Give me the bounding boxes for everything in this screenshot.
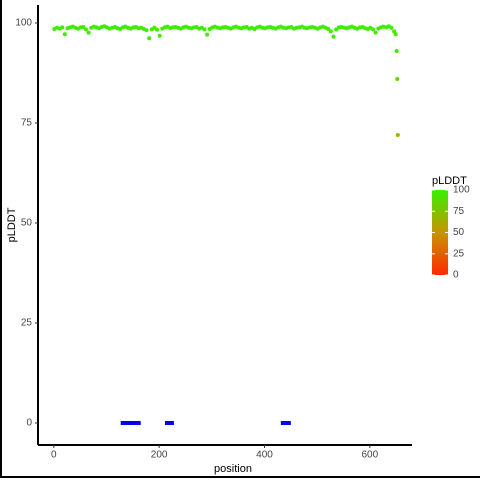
point	[326, 27, 331, 31]
segment	[280, 421, 291, 425]
x-tick-label: 0	[51, 450, 57, 461]
point	[205, 32, 210, 37]
point	[155, 27, 160, 32]
point	[157, 33, 162, 38]
y-tick-label: 100	[15, 18, 32, 29]
colorbar-tick-label: 0	[453, 270, 459, 281]
x-tick-label: 400	[256, 450, 273, 461]
x-tick-label: 200	[151, 450, 168, 461]
point	[394, 49, 399, 53]
segment	[164, 421, 174, 425]
point	[328, 29, 333, 34]
segment	[120, 421, 141, 425]
point	[393, 32, 398, 37]
colorbar-title: pLDDT	[432, 175, 467, 187]
point	[147, 36, 152, 41]
y-axis-title: pLDDT	[6, 207, 18, 242]
point	[86, 30, 91, 35]
colorbar-tick-label: 100	[453, 185, 470, 196]
point	[395, 77, 400, 81]
y-tick-label: 75	[21, 118, 33, 129]
point	[371, 27, 376, 32]
point	[83, 27, 88, 32]
point	[395, 133, 400, 137]
point	[62, 32, 67, 37]
point	[60, 25, 65, 30]
point	[373, 30, 378, 35]
x-tick-label: 600	[362, 450, 379, 461]
colorbar-tick-label: 75	[453, 206, 465, 217]
point	[144, 28, 149, 33]
point	[202, 27, 207, 32]
y-tick-label: 50	[21, 218, 33, 229]
colorbar-tick-label: 25	[453, 248, 465, 259]
colorbar-tick-label: 50	[453, 227, 465, 238]
y-tick-label: 0	[26, 418, 32, 429]
colorbar	[432, 190, 448, 275]
point	[389, 25, 394, 30]
point	[81, 25, 86, 29]
x-axis-title: position	[214, 463, 252, 475]
y-tick-label: 25	[21, 318, 33, 329]
point	[331, 34, 336, 39]
